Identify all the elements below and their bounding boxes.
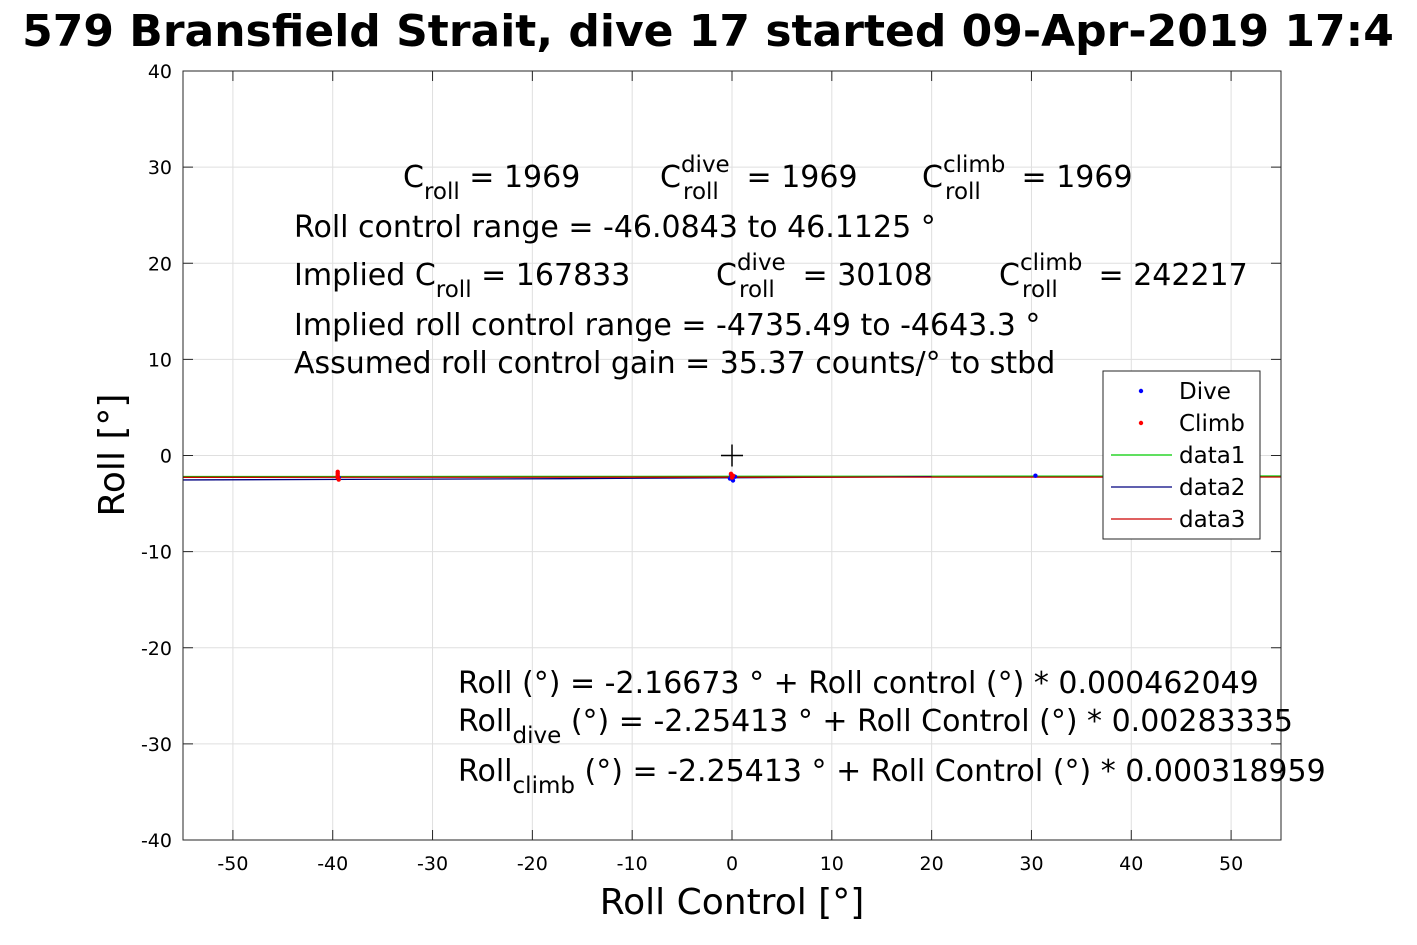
legend-label: Climb xyxy=(1179,411,1245,437)
c-roll-dive-lead: C xyxy=(660,160,681,195)
legend-label: data3 xyxy=(1179,507,1245,533)
c-roll-lead: C xyxy=(403,160,424,195)
implied-c-dive-tail: = 30108 xyxy=(793,258,933,293)
y-tick-label: -10 xyxy=(141,542,172,564)
c-roll-climb-tail: = 1969 xyxy=(1012,160,1133,195)
annotation-c-roll: Croll = 1969 xyxy=(403,160,580,205)
implied-c-roll-sub: roll xyxy=(436,277,472,303)
implied-c-dive-sub: roll xyxy=(739,277,775,303)
implied-c-roll-tail: = 167833 xyxy=(472,258,631,293)
legend-label: data2 xyxy=(1179,475,1245,501)
data-point-climb xyxy=(729,475,735,480)
x-tick-label: 30 xyxy=(1019,853,1043,875)
data-point-dive xyxy=(1033,473,1038,478)
x-tick-label: -10 xyxy=(617,853,648,875)
annotations: Croll = 1969 Cdive roll = 1969 Cclimb roll… xyxy=(294,152,1326,799)
y-tick-label: -40 xyxy=(141,830,172,852)
implied-c-dive-lead: C xyxy=(716,258,737,293)
y-tick-label: 40 xyxy=(148,61,172,83)
y-axis-label: Roll [°] xyxy=(92,394,133,517)
x-tick-label: -30 xyxy=(417,853,448,875)
annotation-c-roll-climb: Cclimb roll = 1969 xyxy=(922,152,1133,205)
annotation-implied-c-roll: Implied Croll = 167833 xyxy=(294,258,630,303)
legend-marker-climb xyxy=(1138,420,1144,426)
y-tick-label: 30 xyxy=(148,157,172,179)
implied-c-dive-sup: dive xyxy=(737,250,786,276)
y-tick-label: -30 xyxy=(141,734,172,756)
annotation-fit-climb: Rollclimb (°) = -2.25413 ° + Roll Contro… xyxy=(458,754,1326,799)
annotation-implied-c-climb: Cclimb roll = 242217 xyxy=(999,250,1248,303)
annotation-c-roll-dive: Cdive roll = 1969 xyxy=(660,152,858,205)
x-tick-label: -20 xyxy=(517,853,548,875)
data-point-climb xyxy=(336,477,341,482)
c-roll-tail: = 1969 xyxy=(460,160,581,195)
legend-label: Dive xyxy=(1179,379,1231,405)
chart-title: 579 Bransfield Strait, dive 17 started 0… xyxy=(22,6,1394,57)
y-tick-label: -20 xyxy=(141,638,172,660)
implied-c-climb-lead: C xyxy=(999,258,1020,293)
fit-dive-lead: Roll xyxy=(458,704,513,739)
fit-dive-tail: (°) = -2.25413 ° + Roll Control (°) * 0.… xyxy=(561,704,1293,739)
fit-climb-lead: Roll xyxy=(458,754,513,789)
data-series xyxy=(182,444,1282,483)
implied-c-roll-lead: Implied C xyxy=(294,258,436,293)
x-tick-label: 40 xyxy=(1119,853,1143,875)
annotation-gain: Assumed roll control gain = 35.37 counts… xyxy=(294,346,1055,381)
x-tick-label: 20 xyxy=(920,853,944,875)
c-roll-climb-sub: roll xyxy=(945,179,981,205)
fit-climb-tail: (°) = -2.25413 ° + Roll Control (°) * 0.… xyxy=(575,754,1326,789)
c-roll-climb-lead: C xyxy=(922,160,943,195)
y-tick-label: 10 xyxy=(148,349,172,371)
c-roll-dive-sub: roll xyxy=(683,179,719,205)
implied-c-climb-tail: = 242217 xyxy=(1089,258,1248,293)
c-roll-climb-sup: climb xyxy=(943,152,1005,178)
x-tick-label: 50 xyxy=(1219,853,1243,875)
annotation-implied-range: Implied roll control range = -4735.49 to… xyxy=(294,308,1040,343)
legend-label: data1 xyxy=(1179,443,1245,469)
implied-c-climb-sub: roll xyxy=(1022,277,1058,303)
annotation-implied-c-dive: Cdive roll = 30108 xyxy=(716,250,933,303)
x-axis-label: Roll Control [°] xyxy=(600,882,865,923)
legend-marker-dive xyxy=(1138,388,1144,394)
annotation-range: Roll control range = -46.0843 to 46.1125… xyxy=(294,210,936,245)
c-roll-sub: roll xyxy=(424,179,460,205)
x-tick-label: -40 xyxy=(317,853,348,875)
y-tick-label: 0 xyxy=(160,446,172,468)
legend: Dive Climb data1 data2 data3 xyxy=(1102,370,1261,540)
axis-ticks: -50 -40 -30 -20 -10 0 10 20 30 40 50 -40 -30 -20 -10 0 1… xyxy=(141,61,1281,875)
fit-dive-sub: dive xyxy=(513,723,562,749)
annotation-fit: Roll (°) = -2.16673 ° + Roll control (°)… xyxy=(458,666,1259,701)
fit-climb-sub: climb xyxy=(513,773,575,799)
x-tick-label: -50 xyxy=(217,853,248,875)
annotation-fit-dive: Rolldive (°) = -2.25413 ° + Roll Control… xyxy=(458,704,1293,749)
y-tick-label: 20 xyxy=(148,253,172,275)
c-roll-dive-tail: = 1969 xyxy=(737,160,858,195)
c-roll-dive-sup: dive xyxy=(681,152,730,178)
implied-c-climb-sup: climb xyxy=(1020,250,1082,276)
x-tick-label: 0 xyxy=(726,853,738,875)
x-tick-label: 10 xyxy=(820,853,844,875)
